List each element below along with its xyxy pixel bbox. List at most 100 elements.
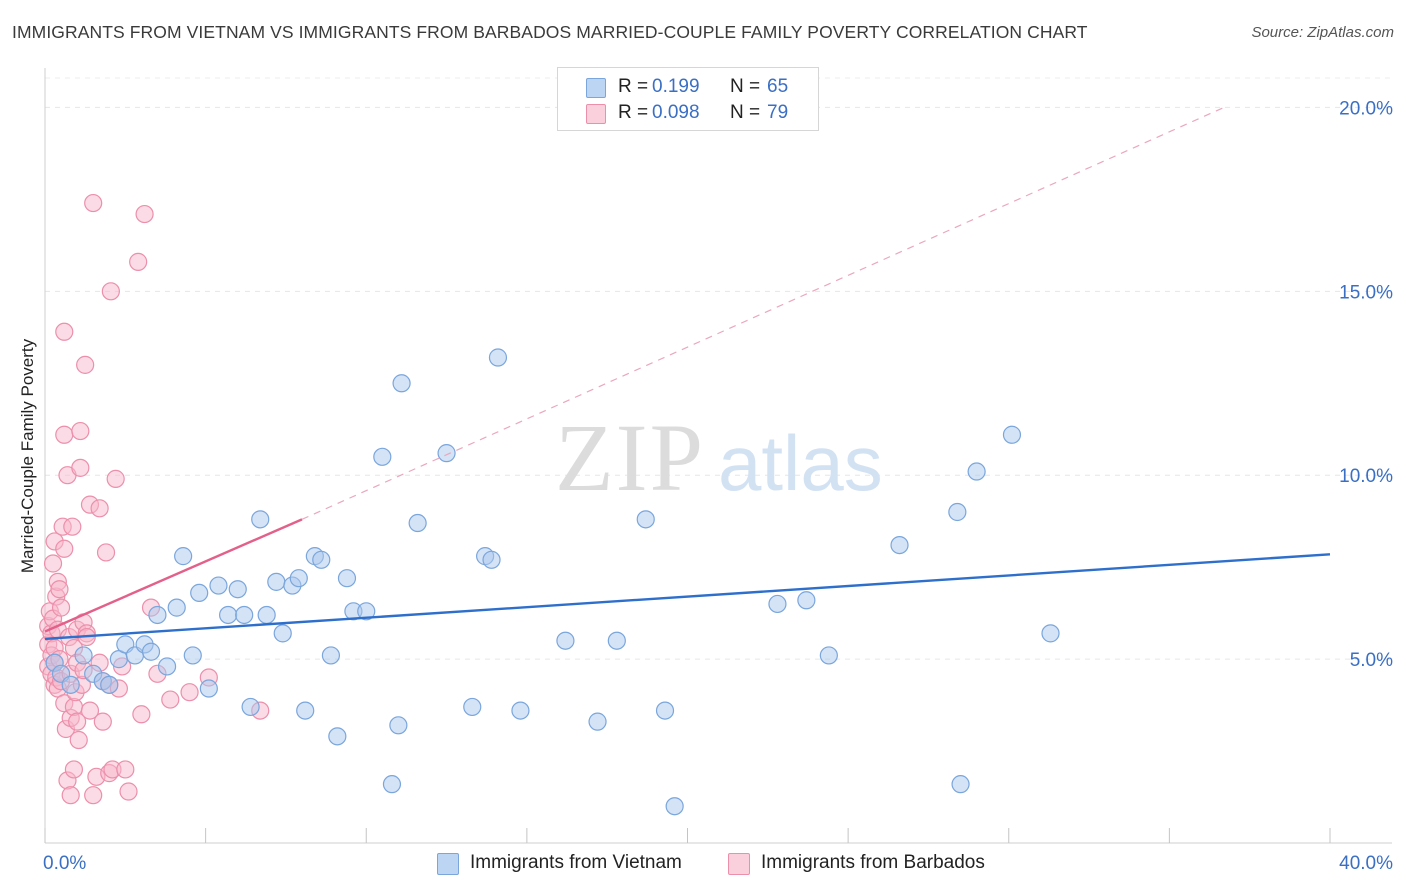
y-tick-labels: 5.0% 10.0% 15.0% 20.0%	[1339, 98, 1393, 671]
y-axis-label: Married-Couple Family Poverty	[18, 338, 37, 574]
legend-swatch-vietnam	[437, 853, 459, 875]
point-vietnam-2	[61, 675, 80, 694]
point-barbados-63	[101, 282, 120, 301]
point-vietnam-41	[389, 716, 408, 735]
series-legend: Immigrants from Vietnam Immigrants from …	[0, 852, 1406, 878]
point-vietnam-21	[228, 580, 247, 599]
point-vietnam-61	[967, 462, 986, 481]
point-vietnam-56	[797, 591, 816, 610]
point-vietnam-12	[148, 605, 167, 625]
point-barbados-48	[76, 355, 95, 374]
point-barbados-69	[119, 782, 138, 801]
point-barbados-54	[84, 193, 103, 213]
point-barbados-35	[64, 760, 84, 779]
point-vietnam-34	[328, 727, 347, 746]
x-tick-labels: 0.0% 40.0%	[43, 853, 1393, 874]
trend-lines	[44, 106, 1331, 641]
point-barbados-68	[116, 760, 135, 779]
point-vietnam-25	[257, 605, 276, 625]
point-vietnam-43	[437, 444, 456, 463]
point-vietnam-14	[167, 598, 186, 617]
correlation-legend: R = 0.199 N = 65 R = 0.098 N = 79	[557, 67, 819, 131]
point-barbados-42	[69, 730, 88, 750]
point-vietnam-30	[296, 701, 315, 720]
point-vietnam-6	[100, 675, 119, 694]
trend-line-1	[44, 518, 303, 633]
point-vietnam-58	[890, 535, 909, 555]
source-label: Source: ZipAtlas.com	[1251, 24, 1394, 41]
x-tick-label-max: 40.0%	[1339, 853, 1393, 874]
trend-line-0	[44, 553, 1331, 641]
point-vietnam-17	[190, 583, 209, 603]
point-vietnam-3	[74, 646, 93, 665]
point-vietnam-55	[768, 594, 787, 614]
point-barbados-70	[129, 252, 148, 271]
point-vietnam-50	[588, 712, 607, 731]
point-vietnam-47	[488, 348, 508, 367]
point-barbados-76	[180, 683, 199, 702]
point-vietnam-19	[209, 576, 228, 595]
point-vietnam-24	[251, 510, 270, 529]
point-barbados-72	[135, 204, 154, 224]
point-vietnam-54	[665, 797, 684, 816]
point-barbados-43	[71, 421, 90, 441]
y-tick-label-1: 10.0%	[1339, 466, 1393, 487]
point-barbados-7	[43, 554, 63, 573]
point-vietnam-39	[382, 775, 402, 794]
point-vietnam-22	[235, 605, 254, 625]
point-vietnam-63	[1041, 624, 1060, 643]
point-vietnam-52	[636, 510, 655, 529]
point-vietnam-32	[312, 550, 331, 569]
point-vietnam-23	[241, 697, 260, 717]
y-tick-label-3: 20.0%	[1339, 98, 1393, 119]
r-value: 0.098	[652, 102, 700, 123]
point-barbados-53	[84, 786, 103, 805]
n-value: 65	[767, 76, 789, 97]
point-vietnam-13	[157, 657, 177, 676]
y-tick-label-2: 15.0%	[1339, 282, 1393, 303]
series-vietnam	[45, 348, 1060, 816]
point-vietnam-60	[951, 775, 970, 794]
point-barbados-25	[55, 425, 74, 444]
axes	[44, 68, 1392, 844]
point-barbados-26	[55, 539, 74, 558]
point-vietnam-53	[655, 701, 675, 720]
watermark: ZIP atlas	[555, 404, 883, 511]
n-label: N =	[730, 102, 761, 123]
watermark-zip: ZIP	[555, 404, 705, 511]
point-barbados-40	[68, 712, 87, 731]
watermark-atlas: atlas	[718, 419, 883, 507]
point-vietnam-46	[482, 550, 501, 569]
point-barbados-52	[80, 701, 100, 720]
n-value: 79	[767, 102, 789, 123]
point-barbados-18	[50, 580, 69, 599]
point-vietnam-51	[607, 631, 626, 650]
point-vietnam-37	[357, 602, 376, 621]
point-vietnam-20	[219, 605, 238, 625]
point-barbados-65	[106, 469, 125, 488]
point-barbados-44	[71, 458, 90, 477]
point-barbados-59	[93, 712, 112, 731]
x-tick-label-min: 0.0%	[43, 853, 86, 874]
legend-label-vietnam: Immigrants from Vietnam	[470, 852, 682, 873]
point-barbados-75	[161, 690, 180, 709]
point-vietnam-59	[948, 502, 967, 522]
point-vietnam-26	[267, 572, 286, 591]
point-barbados-24	[55, 322, 74, 341]
r-label: R =	[618, 76, 649, 97]
point-vietnam-49	[556, 631, 575, 650]
point-vietnam-44	[463, 697, 482, 717]
point-vietnam-35	[337, 569, 357, 588]
point-vietnam-27	[273, 624, 292, 643]
chart-title: IMMIGRANTS FROM VIETNAM VS IMMIGRANTS FR…	[12, 22, 1088, 42]
r-value: 0.199	[652, 76, 700, 97]
point-vietnam-18	[199, 679, 218, 698]
point-vietnam-42	[408, 513, 427, 533]
point-barbados-56	[90, 499, 109, 518]
point-vietnam-57	[819, 646, 838, 665]
point-barbados-60	[96, 543, 116, 562]
legend-swatch-vietnam	[586, 78, 606, 98]
point-vietnam-11	[141, 642, 161, 661]
point-vietnam-29	[289, 569, 308, 588]
